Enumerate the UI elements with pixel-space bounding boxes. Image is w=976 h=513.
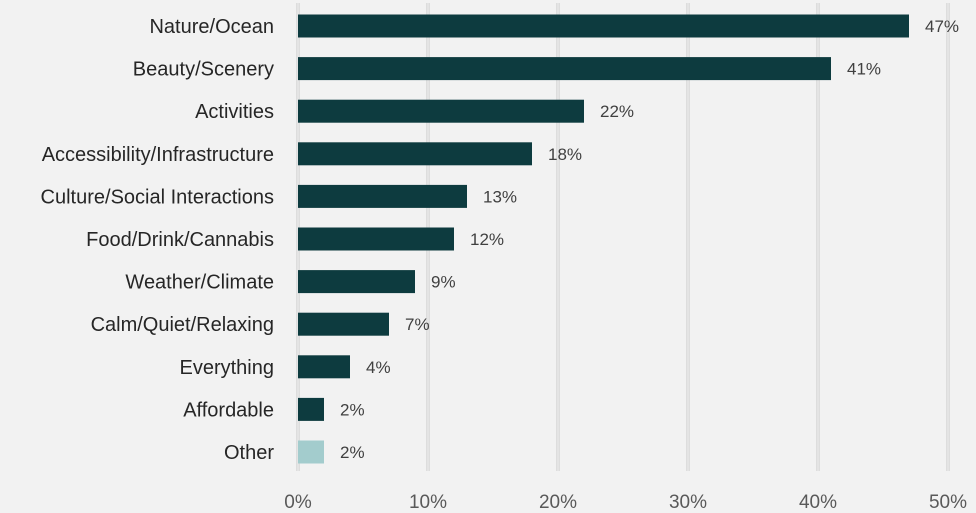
category-label-weather-climate: Weather/Climate — [125, 272, 274, 294]
data-label-calm-quiet-relaxing: 7% — [405, 315, 430, 334]
bar-affordable — [298, 397, 324, 421]
data-labels: 47% 41% 22% 18% 13% 12% 9% 7% 4% 2% 2% — [340, 17, 959, 462]
data-label-nature-ocean: 47% — [925, 17, 959, 36]
bar-beauty-scenery — [298, 57, 831, 81]
bar-everything — [298, 355, 350, 379]
bar-calm-quiet-relaxing — [298, 312, 389, 336]
x-tick-label-30: 30% — [669, 492, 707, 513]
x-axis-ticks: 0% 10% 20% 30% 40% 50% — [284, 492, 967, 513]
x-tick-label-10: 10% — [409, 492, 447, 513]
x-tick-label-50: 50% — [929, 492, 967, 513]
data-label-weather-climate: 9% — [431, 273, 456, 292]
category-labels: Nature/Ocean Beauty/Scenery Activities Acce… — [41, 16, 275, 464]
bar-other — [298, 440, 324, 464]
bar-activities — [298, 99, 584, 123]
data-label-other: 2% — [340, 443, 365, 462]
x-tick-label-40: 40% — [799, 492, 837, 513]
x-tick-label-20: 20% — [539, 492, 577, 513]
category-label-other: Other — [224, 442, 274, 464]
category-label-everything: Everything — [180, 357, 275, 379]
data-label-culture-social-interactions: 13% — [483, 187, 517, 206]
bar-nature-ocean — [298, 14, 909, 38]
category-label-beauty-scenery: Beauty/Scenery — [133, 59, 274, 81]
data-label-food-drink-cannabis: 12% — [470, 230, 504, 249]
bar-food-drink-cannabis — [298, 227, 454, 251]
data-label-activities: 22% — [600, 102, 634, 121]
category-label-activities: Activities — [195, 101, 274, 123]
category-label-culture-social-interactions: Culture/Social Interactions — [41, 186, 274, 208]
x-tick-label-0: 0% — [284, 492, 312, 513]
data-label-beauty-scenery: 41% — [847, 60, 881, 79]
category-label-nature-ocean: Nature/Ocean — [149, 16, 274, 38]
gridlines — [296, 3, 950, 471]
category-label-affordable: Affordable — [183, 399, 274, 421]
bar-accessibility-infrastructure — [298, 142, 532, 166]
category-label-accessibility-infrastructure: Accessibility/Infrastructure — [42, 144, 274, 166]
category-label-calm-quiet-relaxing: Calm/Quiet/Relaxing — [91, 314, 274, 336]
category-label-food-drink-cannabis: Food/Drink/Cannabis — [86, 229, 274, 251]
bar-culture-social-interactions — [298, 184, 467, 208]
data-label-everything: 4% — [366, 358, 391, 377]
data-label-affordable: 2% — [340, 400, 365, 419]
data-label-accessibility-infrastructure: 18% — [548, 145, 582, 164]
bar-weather-climate — [298, 270, 415, 294]
bars — [298, 14, 909, 464]
